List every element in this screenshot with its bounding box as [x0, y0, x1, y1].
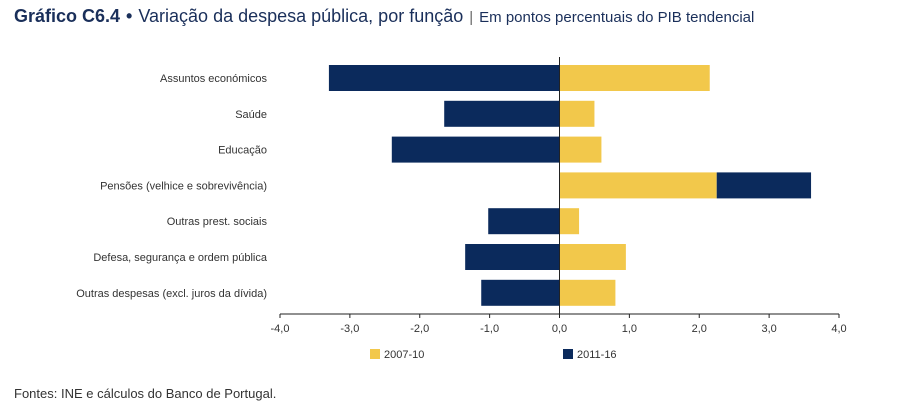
chart-code: Gráfico C6.4	[14, 6, 121, 26]
x-tick-label: -3,0	[340, 323, 359, 335]
bar-2011-16-defesa-seguranca-e-ordem-publica	[465, 244, 560, 270]
bar-2011-16-pensoes-velhice-e-sobrevivencia	[716, 172, 812, 199]
bar-2007-10-outras-despesas-excl-juros-da-divida	[559, 279, 616, 306]
category-label: Outras prest. sociais	[167, 216, 268, 228]
category-labels: Assuntos económicos Saúde Educação Pensões …	[76, 73, 268, 300]
chart-title: Gráfico C6.4 • Variação da despesa pública…	[14, 6, 754, 27]
x-tick-label: -1,0	[480, 323, 499, 335]
legend-label-2007-10: 2007-10	[384, 349, 424, 361]
legend-label-2011-16: 2011-16	[577, 349, 617, 361]
x-tick-label: 2,0	[692, 323, 707, 335]
bar-2007-10-assuntos-economicos	[559, 65, 710, 91]
x-tick-label: -2,0	[410, 323, 429, 335]
x-tick-label: 4,0	[831, 323, 846, 335]
title-bullet: •	[126, 6, 133, 26]
category-label: Assuntos económicos	[160, 73, 267, 85]
legend-swatch-2007-10	[370, 349, 380, 359]
bar-2011-16-educacao	[391, 136, 560, 163]
category-label: Saúde	[235, 109, 267, 121]
bar-2011-16-assuntos-economicos	[328, 65, 560, 91]
x-tick-label: -4,0	[271, 323, 290, 335]
x-tick-label: 3,0	[761, 323, 776, 335]
category-label: Pensões (velhice e sobrevivência)	[100, 180, 267, 192]
chart-main-title: Variação da despesa pública, por função	[138, 6, 464, 26]
bar-2007-10-defesa-seguranca-e-ordem-publica	[559, 244, 626, 270]
category-label: Educação	[218, 145, 267, 157]
bar-2007-10-educacao	[559, 136, 602, 163]
x-axis: -4,0 -3,0 -2,0 -1,0 0,0 1,0 2,0 3,0 4,0	[271, 57, 847, 335]
chart-subtitle: Em pontos percentuais do PIB tendencial	[479, 9, 755, 26]
legend: 2007-10 2011-16	[370, 349, 617, 361]
title-separator: |	[469, 9, 474, 26]
source-note: Fontes: INE e cálculos do Banco de Portu…	[14, 386, 277, 401]
bar-2011-16-outras-despesas-excl-juros-da-divida	[481, 279, 560, 306]
bars-group	[328, 65, 812, 306]
legend-swatch-2011-16	[563, 349, 573, 359]
bar-2007-10-outras-prest-sociais	[559, 208, 580, 235]
bar-chart: Assuntos económicos Saúde Educação Pensões …	[76, 57, 847, 361]
category-label: Outras despesas (excl. juros da dívida)	[76, 288, 267, 300]
bar-2011-16-saude	[444, 100, 560, 127]
x-tick-label: 0,0	[552, 323, 567, 335]
bar-2007-10-pensoes-velhice-e-sobrevivencia	[559, 172, 717, 199]
bar-2011-16-outras-prest-sociais	[488, 208, 560, 235]
bar-2007-10-saude	[559, 100, 595, 127]
category-label: Defesa, segurança e ordem pública	[93, 252, 268, 264]
x-tick-label: 1,0	[622, 323, 637, 335]
